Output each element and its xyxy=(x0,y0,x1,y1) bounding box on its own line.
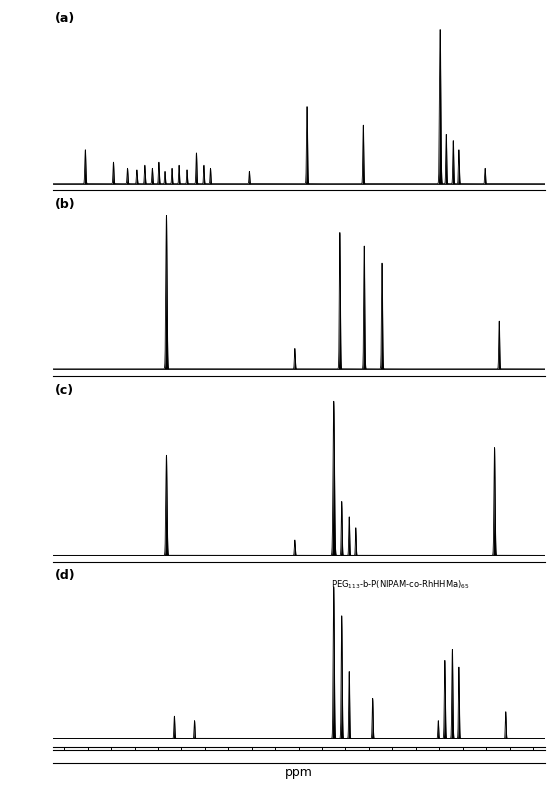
Text: (d): (d) xyxy=(55,570,76,583)
Text: PEG$_{113}$-b-P(NIPAM-co-RhHHMa)$_{65}$: PEG$_{113}$-b-P(NIPAM-co-RhHHMa)$_{65}$ xyxy=(331,579,469,591)
X-axis label: ppm: ppm xyxy=(285,766,312,779)
Text: (b): (b) xyxy=(55,198,76,211)
Text: (a): (a) xyxy=(55,12,75,25)
Text: (c): (c) xyxy=(55,384,74,397)
